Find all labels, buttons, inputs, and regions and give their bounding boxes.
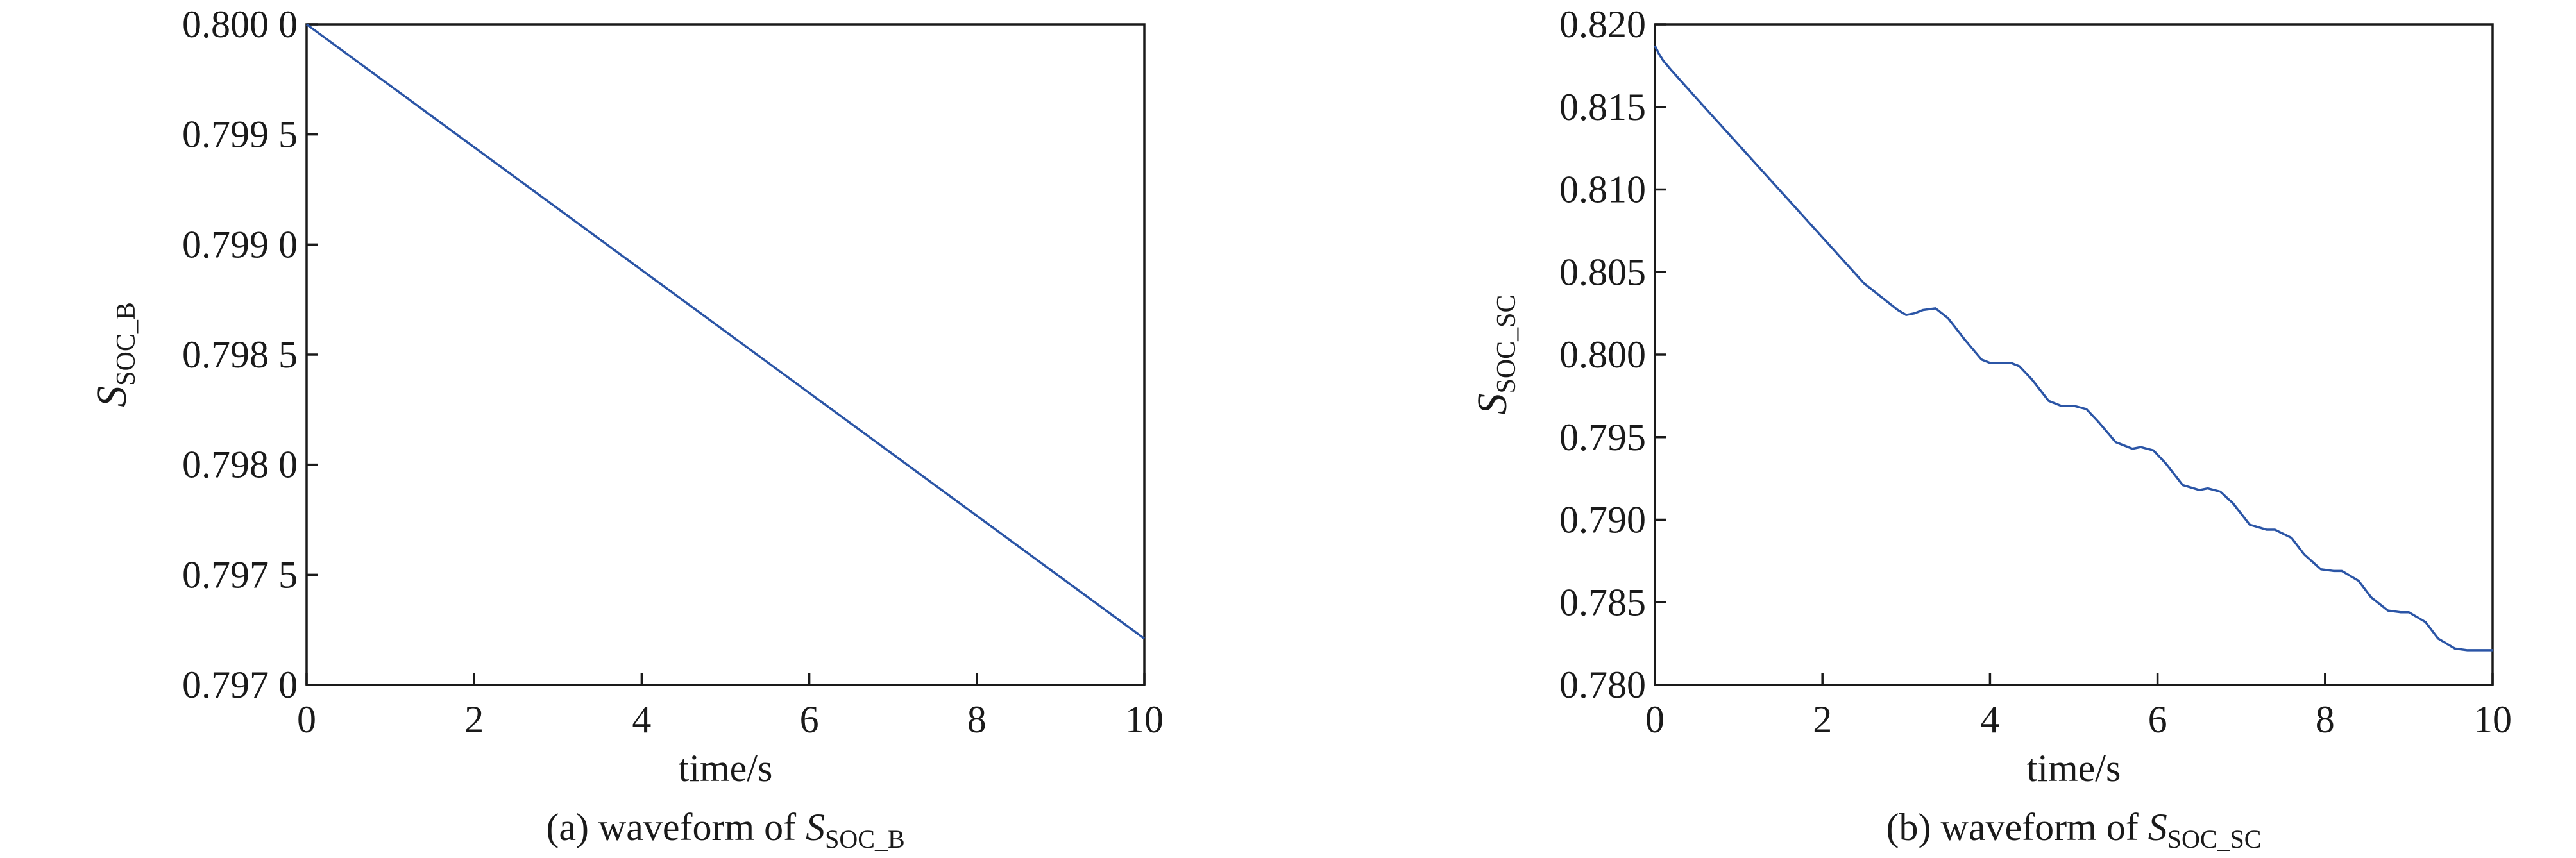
x-tick-label: 2 xyxy=(1813,698,1832,741)
x-tick-label: 10 xyxy=(1125,698,1164,741)
y-axis-title-a-main: S xyxy=(89,386,135,407)
y-axis-title-a-sub: SOC_B xyxy=(112,302,141,386)
caption-a-main: S xyxy=(806,806,825,848)
x-axis-ticks-b: 0 2 4 6 8 10 xyxy=(1645,673,2512,741)
x-tick-label: 2 xyxy=(464,698,484,741)
plot-frame-a xyxy=(305,23,1146,686)
caption-a-prefix: (a) waveform of xyxy=(546,806,806,848)
x-tick-label: 6 xyxy=(800,698,819,741)
y-tick-label: 0.798 0 xyxy=(182,444,298,486)
x-tick-label: 8 xyxy=(2316,698,2335,741)
y-tick-label: 0.815 xyxy=(1559,86,1646,128)
x-axis-title-a: time/s xyxy=(679,747,773,789)
y-tick-label: 0.797 5 xyxy=(182,553,298,596)
x-tick-label: 10 xyxy=(2473,698,2512,741)
panel-b: 0.780 0.785 0.790 0.795 0.800 0.805 0.810 0.815… xyxy=(1469,3,2512,854)
caption-a-sub: SOC_B xyxy=(825,825,905,854)
y-tick-label: 0.795 xyxy=(1559,416,1646,458)
x-tick-label: 4 xyxy=(632,698,651,741)
y-tick-label: 0.780 xyxy=(1559,664,1646,706)
x-tick-label: 0 xyxy=(1645,698,1665,741)
y-axis-title-b: SSOC_SC xyxy=(1469,294,1521,414)
y-tick-label: 0.799 0 xyxy=(182,223,298,265)
x-tick-label: 0 xyxy=(297,698,316,741)
caption-b-sub: SOC_SC xyxy=(2167,825,2262,854)
y-tick-label: 0.820 xyxy=(1559,3,1646,46)
caption-a: (a) waveform of SSOC_B xyxy=(546,806,904,854)
caption-b-main: S xyxy=(2148,806,2167,848)
series-line-b xyxy=(1654,45,2493,652)
y-tick-label: 0.790 xyxy=(1559,499,1646,541)
x-axis-title-b: time/s xyxy=(2027,747,2121,789)
y-axis-ticks-a: 0.797 0 0.797 5 0.798 0 0.798 5 0.799 0 0.799… xyxy=(182,3,318,706)
series-line-a xyxy=(305,23,1146,640)
x-axis-ticks-a: 0 2 4 6 8 10 xyxy=(297,673,1164,741)
y-tick-label: 0.805 xyxy=(1559,251,1646,293)
y-axis-ticks-b: 0.780 0.785 0.790 0.795 0.800 0.805 0.810 0.815… xyxy=(1559,3,1666,706)
y-tick-label: 0.810 xyxy=(1559,169,1646,211)
y-tick-label: 0.798 5 xyxy=(182,333,298,376)
x-tick-label: 8 xyxy=(967,698,987,741)
x-tick-label: 6 xyxy=(2148,698,2167,741)
panel-a: 0.797 0 0.797 5 0.798 0 0.798 5 0.799 0 0.799… xyxy=(89,3,1164,854)
y-tick-label: 0.800 xyxy=(1559,333,1646,376)
caption-b-prefix: (b) waveform of xyxy=(1886,806,2148,848)
plot-frame-b xyxy=(1654,23,2494,686)
y-axis-title-b-sub: SOC_SC xyxy=(1492,294,1521,393)
y-axis-title-a: SSOC_B xyxy=(89,302,141,407)
caption-b: (b) waveform of SSOC_SC xyxy=(1886,806,2262,854)
y-axis-title-b-main: S xyxy=(1469,394,1516,415)
y-tick-label: 0.797 0 xyxy=(182,664,298,706)
y-tick-label: 0.800 0 xyxy=(182,3,298,46)
y-tick-label: 0.799 5 xyxy=(182,114,298,156)
y-tick-label: 0.785 xyxy=(1559,581,1646,623)
x-tick-label: 4 xyxy=(1980,698,1999,741)
